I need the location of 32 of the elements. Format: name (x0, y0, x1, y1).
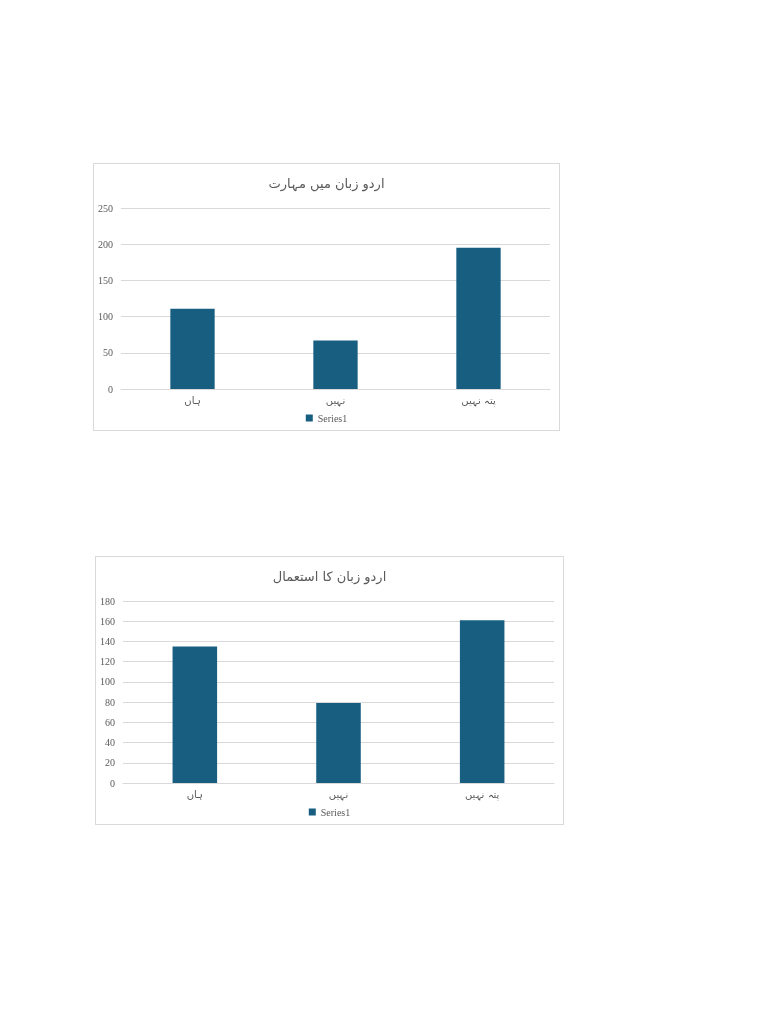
x-tick-label: پتہ نہیں (464, 788, 500, 801)
y-tick-label: 100 (100, 676, 115, 688)
y-tick-label: 100 (98, 311, 113, 323)
y-tick-label: 150 (98, 274, 113, 286)
chart-title: اردو زبان کا استعمال (272, 569, 387, 585)
x-tick-label: ہاں (186, 788, 204, 800)
y-tick-label: 50 (103, 347, 113, 359)
y-tick-label: 140 (100, 635, 115, 647)
x-tick-label: ہاں (184, 394, 201, 406)
y-tick-label: 160 (100, 615, 115, 627)
legend-label: Series1 (320, 806, 351, 818)
y-tick-label: 120 (100, 656, 115, 668)
x-tick-label: نہیں (325, 394, 346, 407)
bar (456, 247, 501, 389)
y-tick-label: 0 (110, 777, 115, 789)
y-tick-label: 80 (105, 696, 115, 708)
y-tick-label: 200 (98, 238, 113, 250)
bar (172, 646, 218, 783)
y-tick-label: 180 (100, 595, 115, 607)
bar (316, 703, 361, 783)
y-tick-label: 60 (105, 716, 115, 728)
x-tick-label: پتہ نہیں (461, 394, 496, 407)
y-tick-label: 20 (105, 757, 115, 769)
x-tick-label: نہیں (328, 788, 349, 801)
y-tick-label: 250 (98, 202, 113, 214)
y-tick-label: 40 (105, 737, 115, 749)
bar (459, 620, 505, 783)
chart-title: اردو زبان میں مہارت (268, 176, 385, 192)
bar (170, 308, 215, 389)
y-tick-label: 0 (108, 383, 113, 395)
legend-label: Series1 (317, 412, 348, 424)
bar (313, 340, 358, 389)
